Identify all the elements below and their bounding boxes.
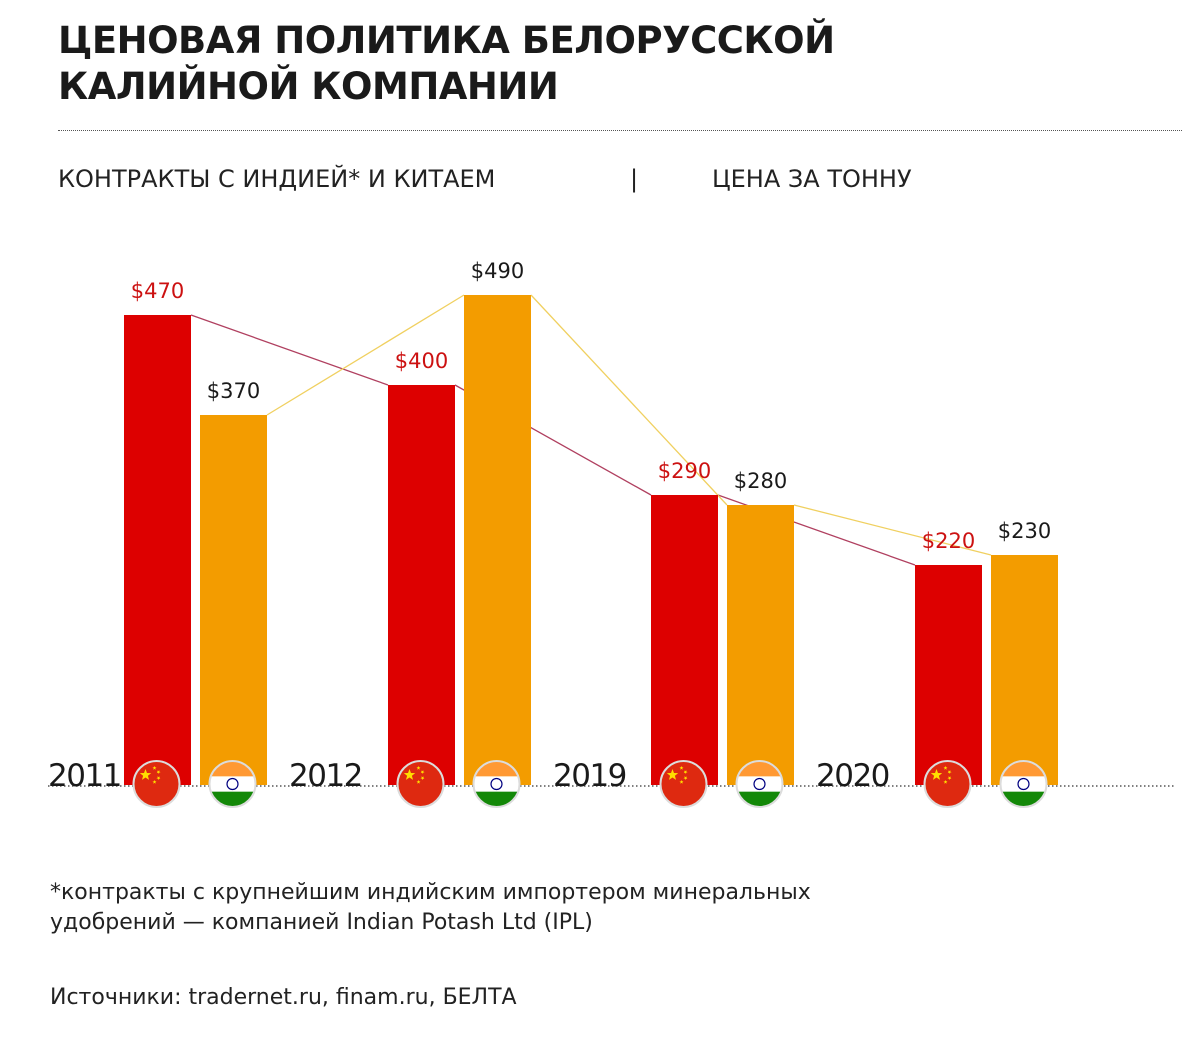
bar-india-2020: [991, 555, 1058, 785]
footnote: *контракты с крупнейшим индийским импорт…: [50, 878, 1150, 938]
india-flag-icon: [999, 760, 1048, 808]
connector-line-china: [190, 314, 389, 386]
bar-china-2012: [388, 385, 455, 785]
value-label-china-2019: $290: [658, 459, 711, 483]
chart-title-line-2: КАЛИЙНОЙ КОМПАНИИ: [58, 65, 559, 108]
bar-india-2012: [464, 295, 531, 785]
subtitle-contracts: КОНТРАКТЫ С ИНДИЕЙ* И КИТАЕМ: [58, 165, 496, 193]
value-label-china-2012: $400: [395, 349, 448, 373]
value-label-india-2019: $280: [734, 469, 787, 493]
china-flag-icon: [132, 760, 181, 808]
connector-line-india: [266, 294, 465, 416]
china-flag-icon: [923, 760, 972, 808]
india-flag-icon: [472, 760, 521, 808]
india-flag-icon: [208, 760, 257, 808]
subtitle-price-per-ton: ЦЕНА ЗА ТОННУ: [712, 165, 912, 193]
value-label-china-2020: $220: [922, 529, 975, 553]
china-flag-icon: [659, 760, 708, 808]
chart-title: ЦЕНОВАЯ ПОЛИТИКА БЕЛОРУССКОЙ КАЛИЙНОЙ КО…: [58, 18, 1158, 110]
connector-line-india: [793, 504, 992, 556]
footnote-line-2: удобрений — компанией Indian Potash Ltd …: [50, 910, 593, 935]
year-label-2011: 2011: [48, 758, 121, 794]
value-label-india-2011: $370: [207, 379, 260, 403]
value-label-india-2012: $490: [471, 259, 524, 283]
india-flag-icon: [735, 760, 784, 808]
bar-india-2011: [200, 415, 267, 785]
year-label-2020: 2020: [816, 758, 889, 794]
bar-china-2011: [124, 315, 191, 785]
subtitle-separator: |: [630, 165, 639, 193]
value-label-india-2020: $230: [998, 519, 1051, 543]
year-label-2012: 2012: [289, 758, 362, 794]
chart-title-line-1: ЦЕНОВАЯ ПОЛИТИКА БЕЛОРУССКОЙ: [58, 19, 835, 62]
title-divider: [58, 130, 1182, 131]
bar-china-2019: [651, 495, 718, 785]
sources: Источники: tradernet.ru, finam.ru, БЕЛТА: [50, 985, 517, 1010]
bar-india-2019: [727, 505, 794, 785]
bar-china-2020: [915, 565, 982, 785]
footnote-line-1: *контракты с крупнейшим индийским импорт…: [50, 880, 811, 905]
value-label-china-2011: $470: [131, 279, 184, 303]
china-flag-icon: [396, 760, 445, 808]
connector-line-india: [530, 294, 728, 506]
year-label-2019: 2019: [553, 758, 626, 794]
